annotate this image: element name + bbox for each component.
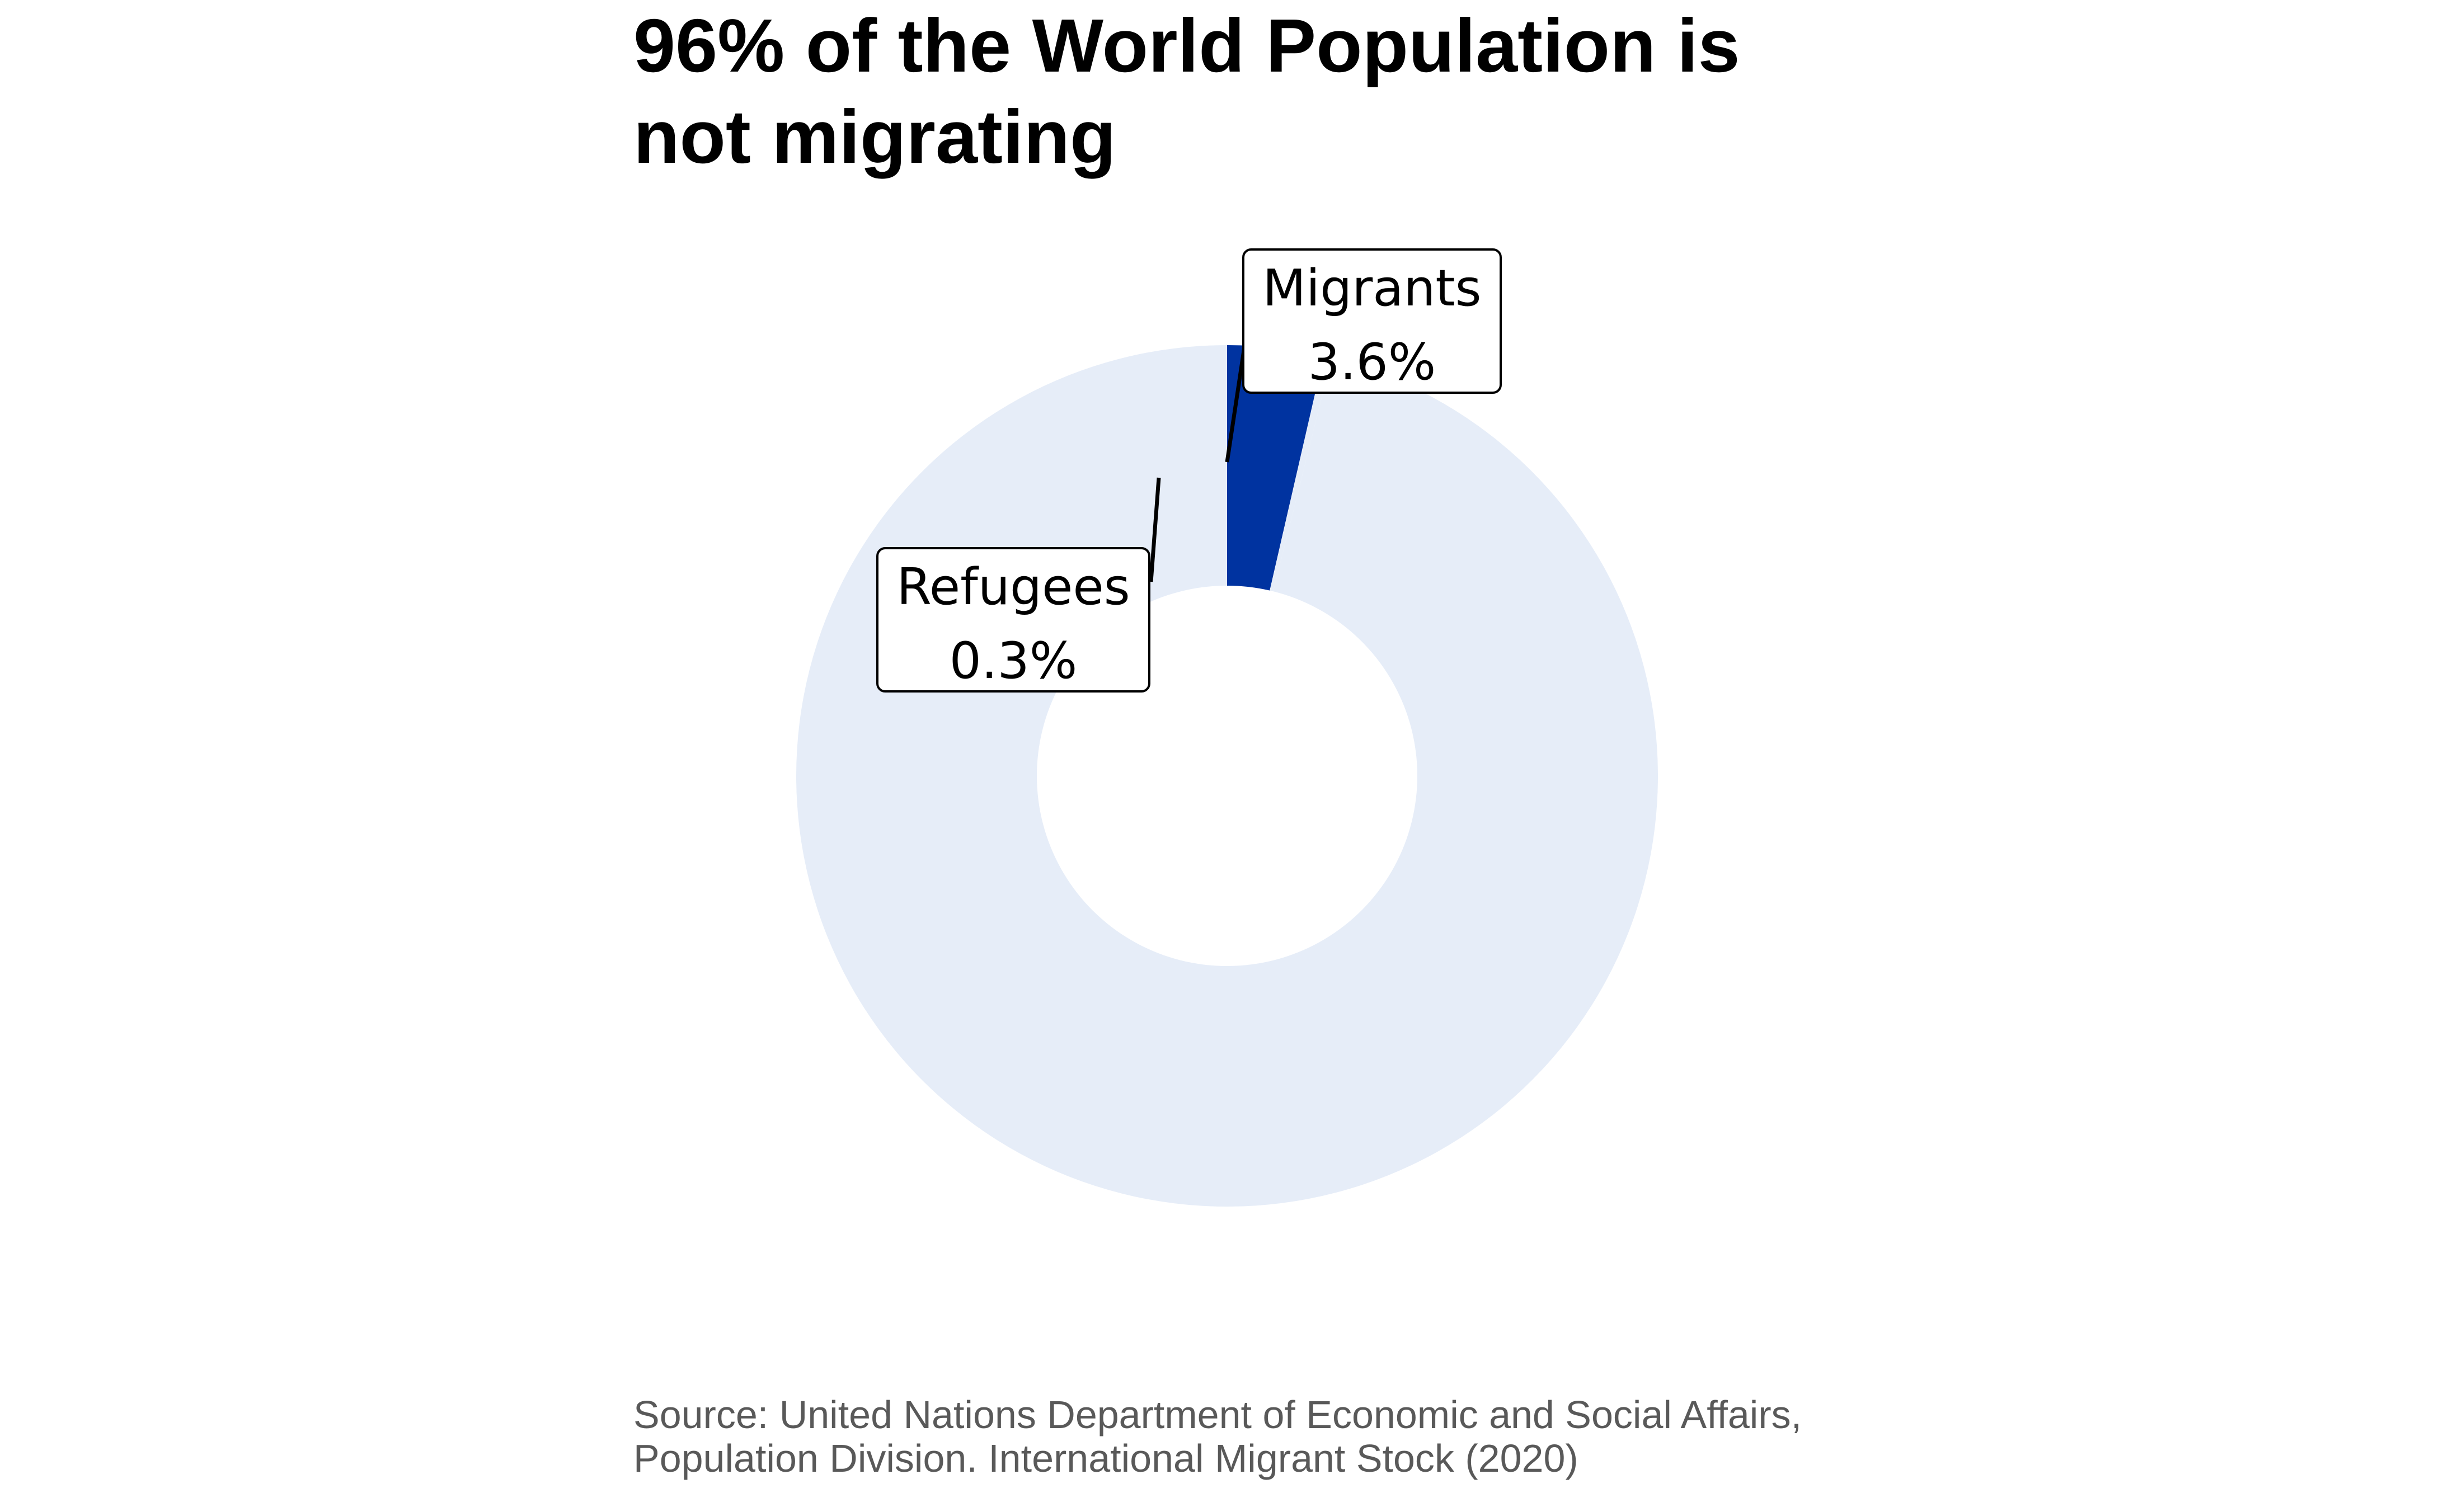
leader-line-refugees (1149, 477, 1161, 582)
slice-migrants (1227, 345, 1324, 591)
label-name-refugees: Refugees (896, 558, 1130, 616)
label-value-migrants: 3.6% (1308, 333, 1436, 392)
caption-line-1: Source: United Nations Department of Eco… (633, 1393, 1802, 1436)
label-box-refugees (876, 547, 1150, 693)
chart-source-caption: Source: United Nations Department of Eco… (633, 1393, 2088, 1480)
caption-line-2: Population Division. International Migra… (633, 1436, 1578, 1480)
label-box-migrants (1242, 248, 1502, 394)
chart-title: 96% of the World Population is not migra… (633, 0, 1976, 182)
slice-refugees (1270, 356, 1332, 592)
label-name-migrants: Migrants (1262, 259, 1481, 318)
label-value-refugees: 0.3% (950, 632, 1078, 690)
leader-line-migrants (1225, 346, 1247, 463)
chart-title-line-1: 96% of the World Population is (633, 3, 1740, 88)
chart-title-line-2: not migrating (633, 95, 1116, 179)
